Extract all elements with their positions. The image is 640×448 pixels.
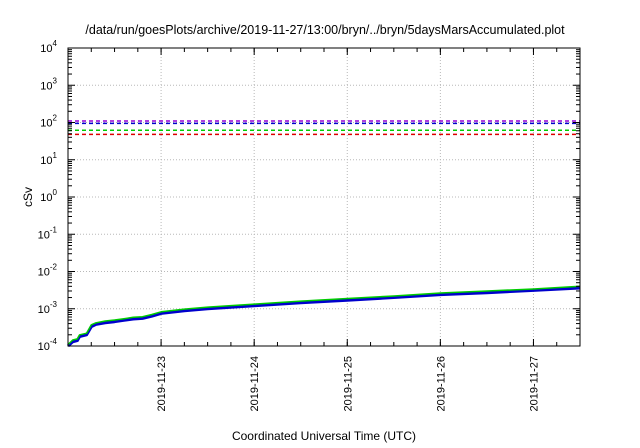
x-tick-label: 2019-11-26 [435, 356, 447, 411]
x-tick-label: 2019-11-23 [156, 356, 168, 411]
y-tick-label: 100 [40, 188, 57, 204]
x-tick-label: 2019-11-25 [342, 356, 354, 411]
x-tick-label: 2019-11-27 [528, 356, 540, 411]
series-line [67, 285, 581, 346]
y-axis-label: cSv [21, 187, 35, 207]
series-line [67, 286, 581, 348]
y-tick-label: 10-4 [38, 337, 58, 353]
y-tick-label: 101 [40, 151, 57, 167]
reference-lines [68, 120, 580, 136]
chart-title: /data/run/goesPlots/archive/2019-11-27/1… [85, 23, 565, 37]
x-axis-ticks: 2019-11-23 2019-11-24 2019-11-25 2019-11-26… [67, 48, 581, 411]
y-tick-label: 10-1 [38, 225, 58, 241]
y-tick-label: 102 [40, 114, 57, 130]
x-tick-label: 2019-11-24 [249, 356, 261, 411]
grid-lines [68, 48, 580, 346]
data-series [67, 285, 581, 348]
y-tick-label: 10-2 [38, 263, 58, 279]
y-tick-label: 103 [40, 76, 57, 92]
y-axis-ticks: 10-4 10-3 10-2 10-1 100 101 102 103 104 [38, 39, 580, 353]
y-tick-label: 104 [40, 39, 57, 55]
y-tick-label: 10-3 [38, 300, 58, 316]
x-axis-label: Coordinated Universal Time (UTC) [232, 429, 416, 443]
